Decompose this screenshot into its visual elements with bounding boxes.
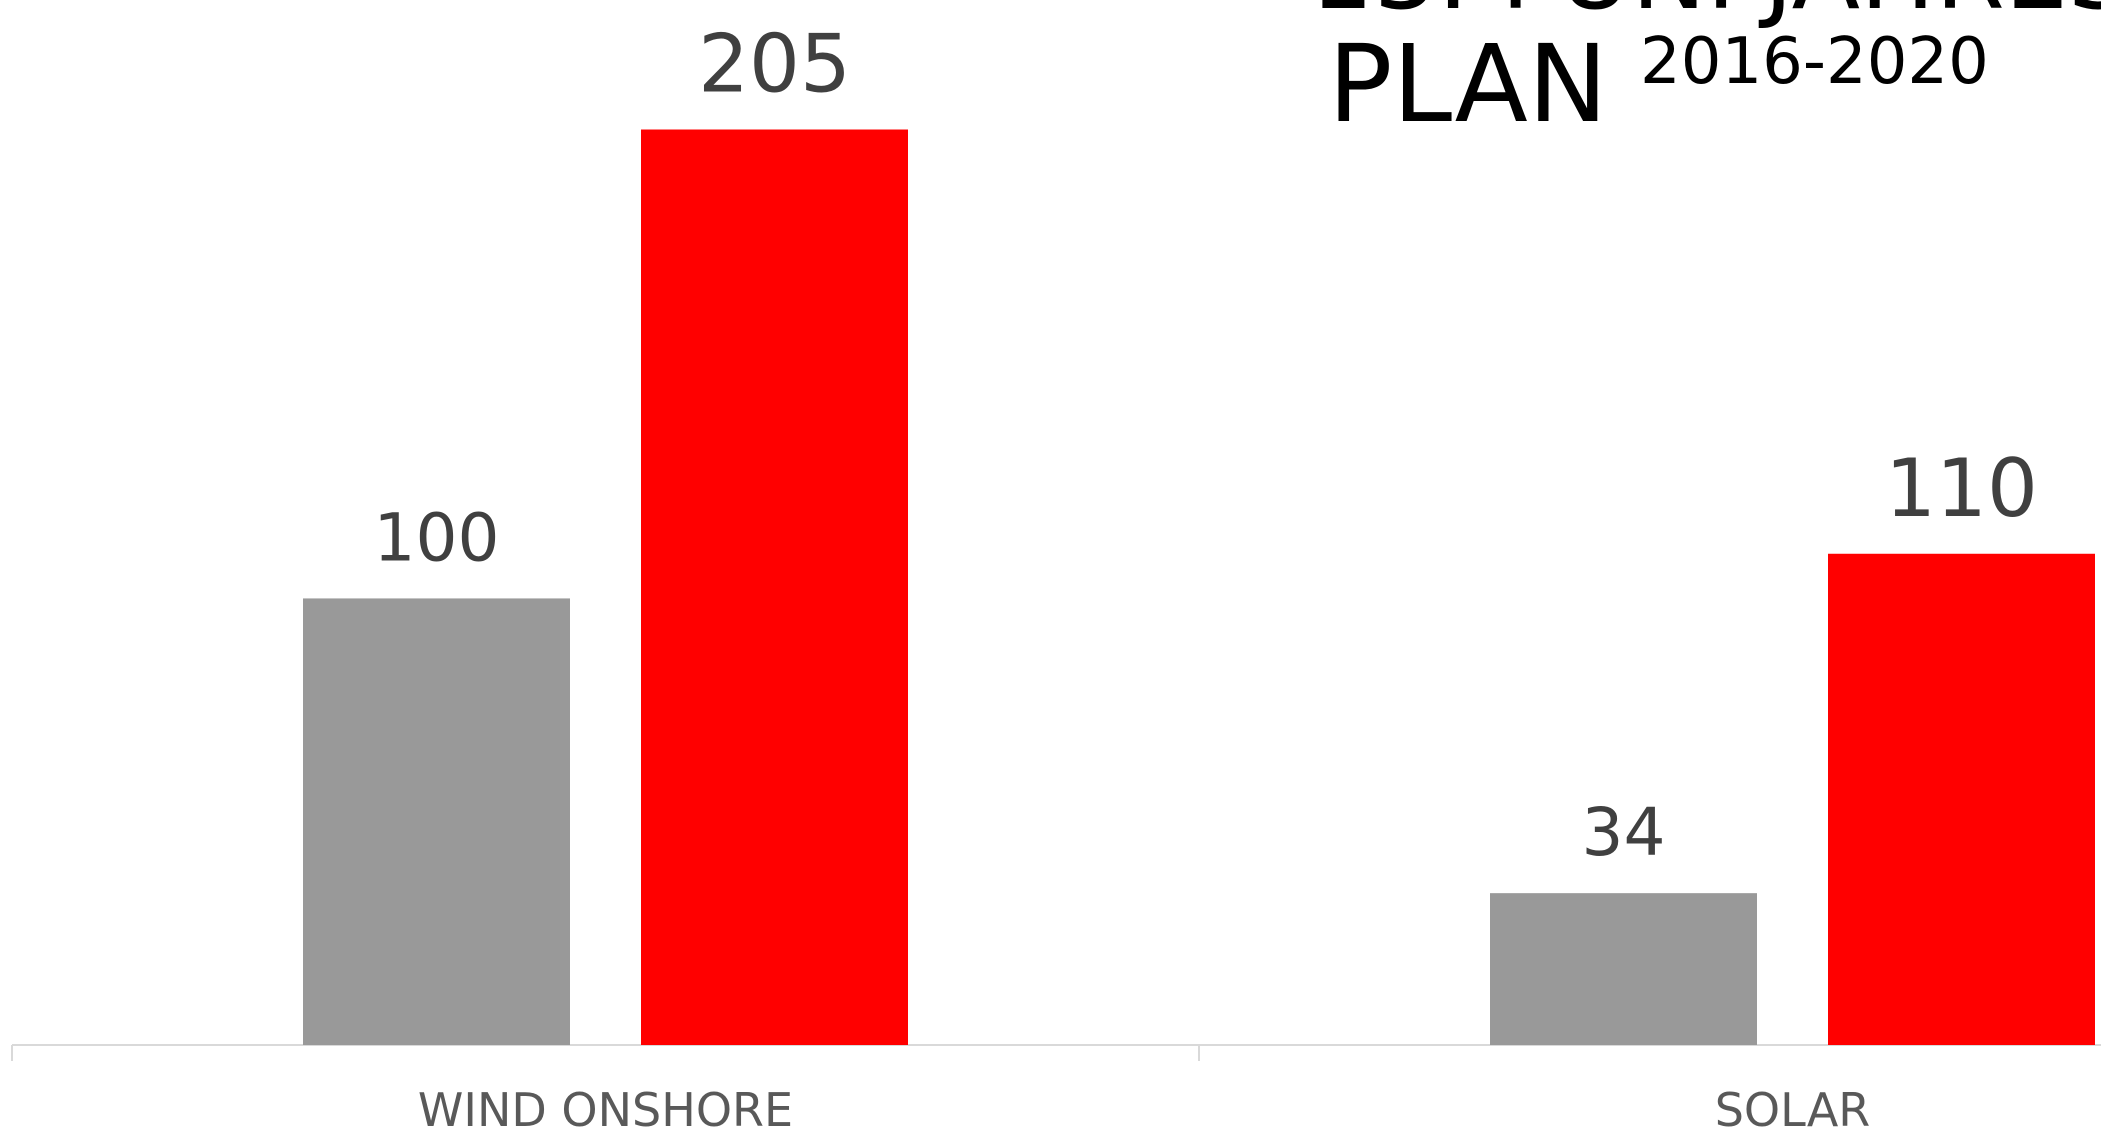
chart-title: 13. FÜNFJAHRES bbox=[1310, 0, 2101, 32]
data-label: 110 bbox=[1885, 442, 2038, 535]
bar bbox=[1490, 893, 1757, 1045]
data-label: 205 bbox=[698, 18, 851, 111]
chart-title: PLAN bbox=[1328, 23, 1608, 147]
chart-subtitle: 2016-2020 bbox=[1640, 25, 1989, 99]
data-label: 100 bbox=[374, 499, 500, 576]
x-tick-label: WIND ONSHORE bbox=[418, 1083, 793, 1137]
bar bbox=[303, 598, 570, 1045]
bar bbox=[1828, 553, 2095, 1045]
data-label: 34 bbox=[1582, 794, 1666, 871]
x-tick-label: SOLAR bbox=[1715, 1083, 1871, 1137]
bar bbox=[641, 129, 908, 1045]
